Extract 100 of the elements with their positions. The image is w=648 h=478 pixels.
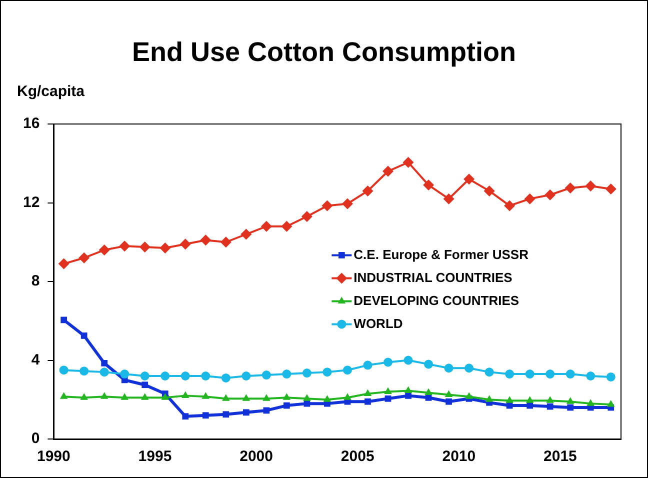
point [606, 372, 616, 382]
point [567, 404, 574, 411]
point [220, 236, 232, 248]
point [221, 373, 230, 382]
point [202, 392, 210, 399]
point [240, 228, 252, 240]
point [424, 388, 432, 395]
point [606, 400, 615, 407]
point [322, 368, 332, 377]
point [282, 370, 292, 379]
point [200, 234, 212, 246]
point [140, 393, 149, 400]
point [364, 389, 372, 396]
point [363, 360, 372, 370]
point [101, 360, 108, 366]
point [364, 398, 371, 405]
y-tick-label: 12 [22, 194, 40, 211]
point [262, 394, 270, 401]
point [384, 387, 392, 394]
legend-label: C.E. Europe & Former USSR [354, 246, 530, 262]
point [505, 370, 514, 379]
point [303, 394, 311, 401]
y-tick-label: 0 [31, 430, 40, 448]
point [284, 402, 290, 409]
point [444, 390, 453, 397]
point [464, 174, 475, 185]
point [404, 386, 412, 394]
point [404, 356, 413, 365]
point [201, 372, 210, 380]
point [526, 396, 534, 403]
point [402, 156, 414, 168]
point [160, 242, 171, 254]
x-tick-label: 2005 [340, 448, 374, 466]
point [58, 258, 70, 270]
point [202, 412, 209, 419]
point [80, 332, 88, 339]
y-tick-label: 8 [31, 272, 40, 290]
point [60, 316, 67, 324]
x-tick-label: 2015 [544, 448, 577, 466]
point [242, 409, 250, 416]
x-tick-label: 1995 [138, 448, 172, 466]
point [180, 238, 191, 250]
point [525, 370, 534, 379]
point [302, 368, 312, 378]
point [444, 364, 454, 373]
point [263, 407, 270, 414]
point [524, 193, 536, 204]
point [140, 372, 150, 380]
point [504, 200, 516, 212]
point [546, 370, 555, 379]
point [484, 368, 494, 377]
legend-label: DEVELOPING COUNTRIES [354, 292, 520, 308]
point [566, 370, 575, 379]
point [544, 189, 556, 200]
point [281, 220, 292, 232]
chart-title: End Use Cotton Consumption [131, 37, 517, 68]
point [181, 391, 190, 398]
legend-label: WORLD [354, 316, 403, 331]
point [342, 198, 353, 210]
point [362, 185, 374, 196]
point [161, 393, 170, 400]
point [566, 397, 574, 404]
point [80, 366, 89, 376]
point [301, 211, 312, 222]
point [119, 240, 130, 252]
point [59, 366, 68, 375]
point [423, 180, 434, 191]
point [446, 398, 452, 405]
point [180, 372, 190, 380]
point [222, 394, 230, 401]
point [465, 392, 473, 399]
point [323, 395, 332, 402]
point [139, 242, 150, 253]
point [260, 220, 272, 232]
point [344, 393, 352, 400]
point [342, 366, 352, 375]
point [586, 399, 595, 406]
point [464, 364, 474, 373]
point [80, 393, 88, 400]
point [282, 393, 291, 400]
point [546, 403, 554, 410]
x-tick-label: 1990 [36, 448, 70, 466]
point [585, 180, 596, 192]
x-tick-label: 2010 [442, 448, 476, 466]
point [78, 252, 90, 264]
point [383, 358, 392, 367]
point [100, 392, 108, 399]
point [222, 411, 230, 418]
point [443, 193, 454, 204]
point [586, 372, 596, 380]
point [242, 394, 250, 401]
legend-label: INDUSTRIAL COUNTRIES [354, 270, 513, 285]
point [564, 182, 576, 194]
point [98, 244, 110, 256]
point [60, 392, 68, 399]
point [262, 370, 271, 380]
point [100, 368, 109, 377]
point [546, 396, 554, 403]
point [485, 395, 494, 402]
point [142, 382, 148, 388]
